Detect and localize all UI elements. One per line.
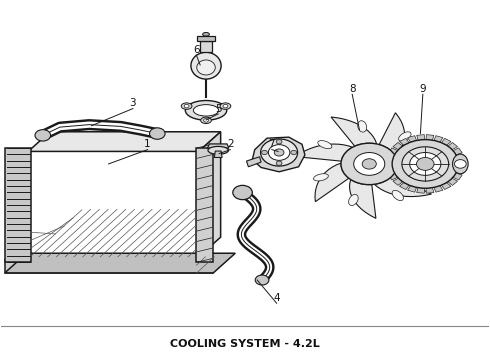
Ellipse shape <box>201 117 211 123</box>
Polygon shape <box>393 178 403 185</box>
Ellipse shape <box>348 194 358 206</box>
Polygon shape <box>448 178 458 185</box>
Polygon shape <box>448 143 458 150</box>
Polygon shape <box>399 183 409 189</box>
Polygon shape <box>388 148 397 155</box>
Text: 3: 3 <box>130 98 136 108</box>
Polygon shape <box>349 180 376 219</box>
Text: 6: 6 <box>193 45 199 55</box>
Circle shape <box>274 149 284 156</box>
Polygon shape <box>434 136 443 142</box>
Polygon shape <box>416 135 424 140</box>
Circle shape <box>184 104 189 108</box>
Ellipse shape <box>181 103 192 109</box>
Circle shape <box>362 159 376 169</box>
Polygon shape <box>200 41 212 53</box>
Ellipse shape <box>314 174 328 181</box>
Ellipse shape <box>453 154 468 174</box>
Circle shape <box>354 153 385 175</box>
Circle shape <box>455 159 466 168</box>
Polygon shape <box>426 135 434 140</box>
Text: 1: 1 <box>144 139 151 149</box>
Polygon shape <box>214 151 222 157</box>
Polygon shape <box>379 113 405 156</box>
Circle shape <box>410 153 441 175</box>
Ellipse shape <box>197 60 215 75</box>
Polygon shape <box>426 188 434 193</box>
Polygon shape <box>453 173 462 180</box>
Circle shape <box>255 275 269 285</box>
Polygon shape <box>28 152 199 257</box>
Circle shape <box>262 150 268 155</box>
Ellipse shape <box>398 132 411 141</box>
Circle shape <box>223 104 228 108</box>
Text: 2: 2 <box>227 139 234 149</box>
Polygon shape <box>388 173 397 180</box>
Polygon shape <box>197 36 215 41</box>
Polygon shape <box>386 167 394 174</box>
Polygon shape <box>207 144 229 148</box>
Polygon shape <box>5 260 213 273</box>
Polygon shape <box>441 138 451 145</box>
Polygon shape <box>408 186 416 192</box>
Circle shape <box>416 157 434 170</box>
Ellipse shape <box>358 121 367 132</box>
Text: 9: 9 <box>419 84 426 94</box>
Circle shape <box>392 140 459 188</box>
Polygon shape <box>315 163 349 202</box>
Text: 5: 5 <box>215 104 221 113</box>
Ellipse shape <box>185 100 227 120</box>
Circle shape <box>276 161 282 165</box>
Polygon shape <box>394 147 440 174</box>
Polygon shape <box>434 186 443 192</box>
Polygon shape <box>457 167 465 174</box>
Circle shape <box>203 118 208 122</box>
Text: 4: 4 <box>273 293 280 303</box>
Ellipse shape <box>220 103 231 109</box>
Text: 7: 7 <box>269 139 275 149</box>
Polygon shape <box>386 161 392 167</box>
Circle shape <box>269 145 290 160</box>
Polygon shape <box>441 183 451 189</box>
Circle shape <box>35 130 50 141</box>
Polygon shape <box>196 148 213 262</box>
Ellipse shape <box>191 52 221 79</box>
Circle shape <box>402 147 449 181</box>
Ellipse shape <box>413 164 428 171</box>
Polygon shape <box>393 143 403 150</box>
Text: COOLING SYSTEM - 4.2L: COOLING SYSTEM - 4.2L <box>170 339 320 349</box>
Circle shape <box>233 185 252 200</box>
Polygon shape <box>5 253 235 273</box>
Polygon shape <box>453 148 462 155</box>
Ellipse shape <box>392 190 403 201</box>
Polygon shape <box>28 132 220 152</box>
Circle shape <box>291 150 296 155</box>
Polygon shape <box>457 154 465 161</box>
Polygon shape <box>5 148 30 262</box>
Polygon shape <box>295 144 352 161</box>
Ellipse shape <box>318 140 332 149</box>
Polygon shape <box>331 117 377 146</box>
Ellipse shape <box>202 32 209 36</box>
Polygon shape <box>416 188 424 193</box>
Ellipse shape <box>208 147 228 154</box>
Polygon shape <box>399 138 409 145</box>
Text: 8: 8 <box>349 84 356 94</box>
Circle shape <box>276 140 282 144</box>
Ellipse shape <box>194 105 219 116</box>
Circle shape <box>341 143 397 185</box>
Polygon shape <box>386 154 394 161</box>
Polygon shape <box>199 132 221 257</box>
Circle shape <box>149 128 165 139</box>
Polygon shape <box>408 136 416 142</box>
Polygon shape <box>252 137 305 172</box>
Polygon shape <box>246 157 261 167</box>
Polygon shape <box>458 161 465 167</box>
Circle shape <box>261 139 297 166</box>
Polygon shape <box>374 175 432 197</box>
